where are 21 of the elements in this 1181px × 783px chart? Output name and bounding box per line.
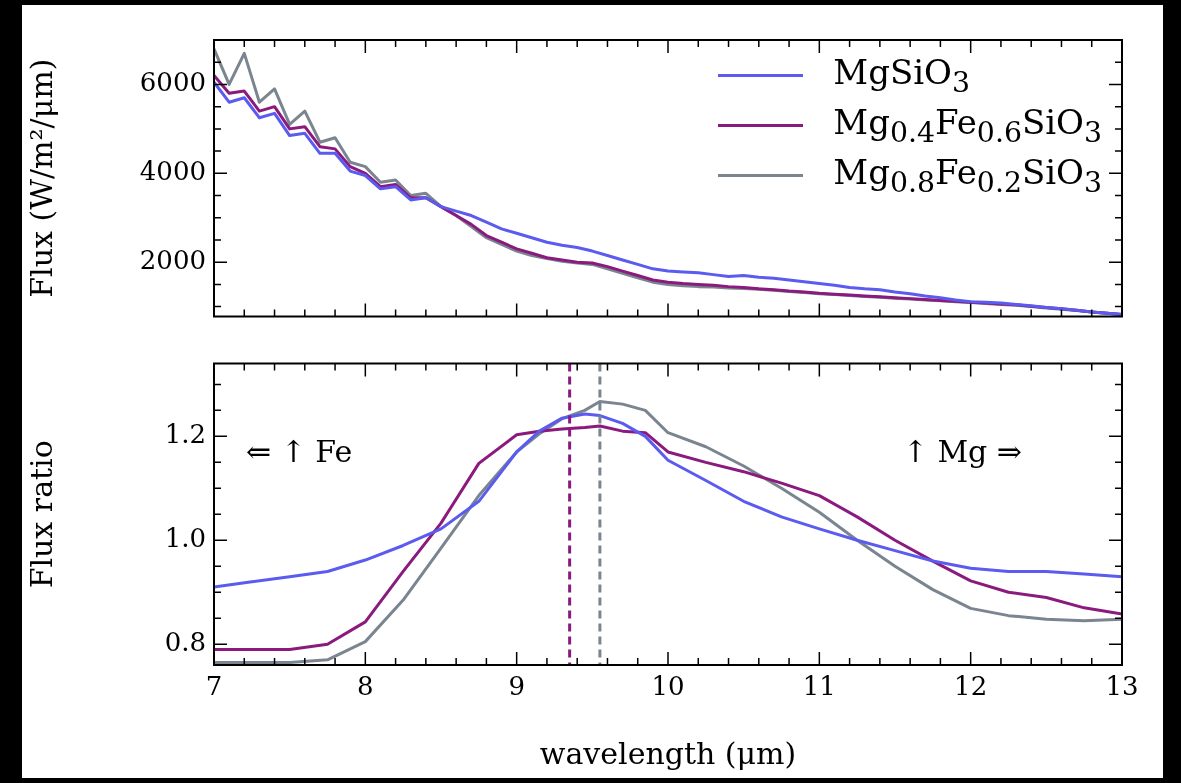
x-tick-label: 13 bbox=[1105, 671, 1139, 702]
x-tick-label: 8 bbox=[357, 671, 374, 702]
y-tick-label: 4000 bbox=[139, 156, 206, 187]
y-tick-label: 6000 bbox=[139, 67, 206, 98]
y-tick-label: 1.0 bbox=[164, 523, 206, 554]
y-tick-label: 0.8 bbox=[164, 626, 206, 657]
y-axis-title: Flux ratio bbox=[23, 440, 59, 589]
annotation: ⇐ ↑ Fe bbox=[246, 433, 353, 469]
legend-label: MgSiO$_{3}$ bbox=[833, 51, 971, 99]
y-tick-label: 1.2 bbox=[164, 419, 206, 450]
annotation: ↑ Mg ⇒ bbox=[902, 433, 1022, 469]
x-axis-title: wavelength (μm) bbox=[539, 735, 797, 771]
legend-label: Mg$_{0.8}$Fe$_{0.2}$SiO$_{3}$ bbox=[833, 151, 1102, 199]
x-tick-label: 12 bbox=[954, 671, 988, 702]
legend-label: Mg$_{0.4}$Fe$_{0.6}$SiO$_{3}$ bbox=[833, 101, 1102, 149]
x-tick-label: 7 bbox=[205, 671, 223, 702]
x-tick-label: 9 bbox=[508, 671, 525, 702]
y-axis-title: Flux (W/m²/μm) bbox=[23, 58, 59, 298]
x-tick-label: 10 bbox=[651, 671, 685, 702]
y-tick-label: 2000 bbox=[139, 244, 206, 275]
x-tick-label: 11 bbox=[802, 671, 836, 702]
